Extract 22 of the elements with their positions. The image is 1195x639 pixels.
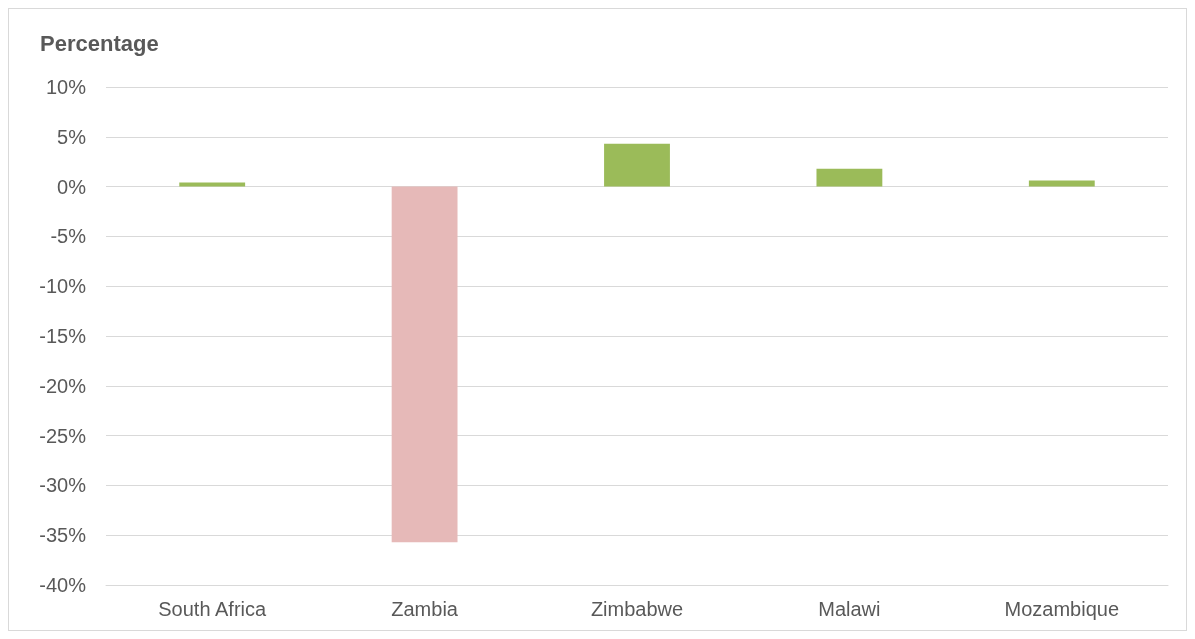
x-tick-label: South Africa [158,598,267,620]
x-tick-label: Zimbabwe [590,598,684,620]
y-tick-label: 5% [57,125,87,148]
y-tick-label: -15% [39,325,87,347]
y-axis-title: Percentage [40,30,159,56]
bar [179,182,246,187]
x-tick-label: Zambia [391,598,459,620]
y-tick-label: -40% [39,574,87,596]
bar [1028,180,1095,187]
bar [604,143,670,187]
y-tick-label: -30% [39,474,87,497]
x-tick-label: Mozambique [1004,598,1120,620]
bar [816,168,883,187]
y-tick-label: 0% [57,175,87,198]
bar [391,186,458,543]
y-tick-label: -20% [39,374,87,397]
y-tick-label: 10% [45,76,87,98]
y-tick-label: -35% [39,524,87,547]
x-tick-label: Malawi [818,598,881,620]
y-tick-label: -10% [39,275,87,298]
y-tick-label: -5% [50,225,87,248]
y-tick-label: -25% [39,424,87,447]
